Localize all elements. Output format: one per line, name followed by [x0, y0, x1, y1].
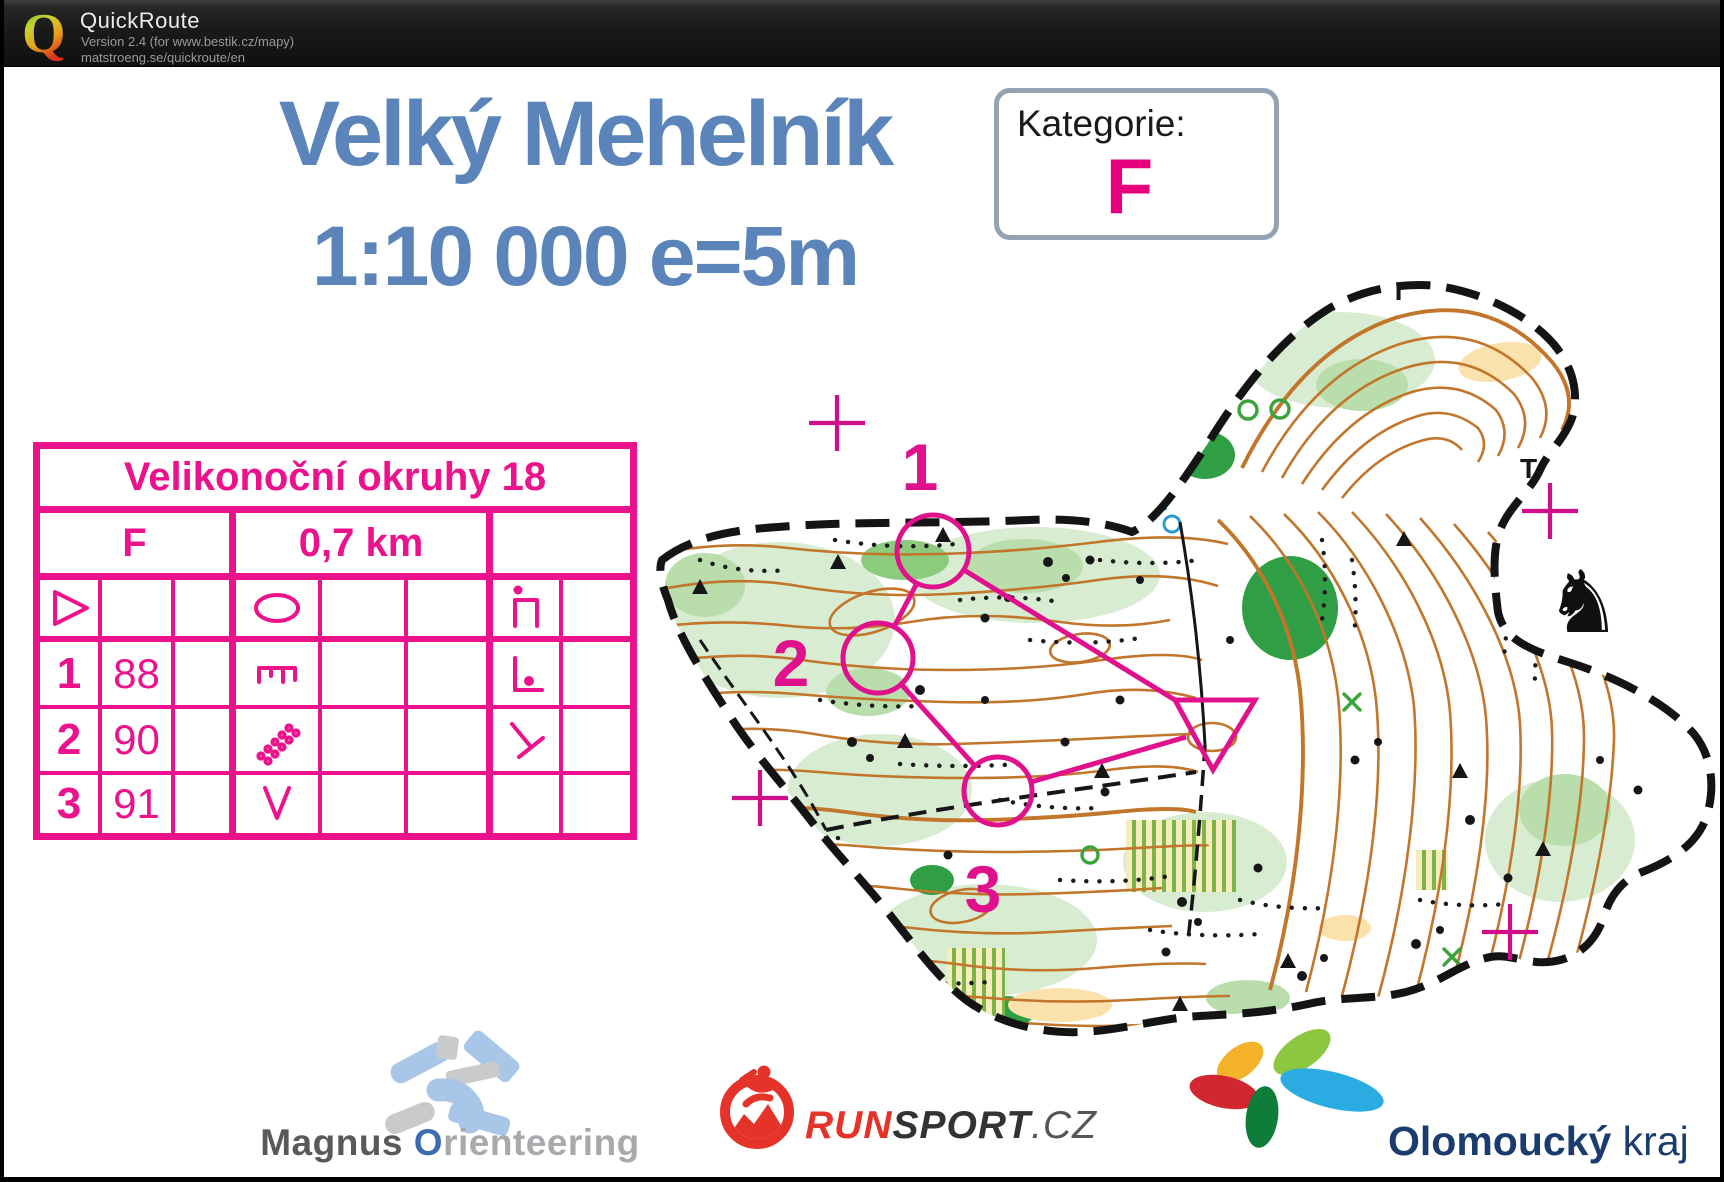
control-circle-3: [961, 754, 1035, 828]
magnus-orienteering-wordmark: Magnus Orienteering: [120, 1122, 780, 1164]
control-number: 1: [40, 642, 102, 705]
control-number-label: 1: [902, 430, 939, 504]
category-value: F: [1105, 142, 1154, 230]
olomoucky-word: Olomoucký: [1388, 1118, 1612, 1164]
course-overlay: 1 2 3: [732, 395, 1578, 960]
control-code: 91: [102, 775, 175, 833]
course-leg: [962, 567, 1177, 703]
control-row: 2 90: [40, 709, 630, 775]
control-description-card: Velikonoční okruhy 18 F 0,7 km 1 88: [33, 442, 637, 840]
svg-text:T: T: [1390, 275, 1407, 306]
control-code: 90: [102, 709, 175, 771]
category-label: Kategorie:: [1017, 103, 1186, 144]
svg-text:T: T: [938, 1003, 955, 1034]
control-circle-2: [840, 620, 916, 696]
title-bar: Q QuickRoute Version 2.4 (for www.bestik…: [0, 0, 1724, 67]
course-length: 0,7 km: [236, 513, 493, 573]
control-code: 88: [102, 642, 175, 705]
runsport-cz: .CZ: [1031, 1104, 1097, 1147]
clearing-ellipse-symbol: [254, 593, 300, 623]
stony-band-symbol: [256, 723, 301, 766]
magnus-word: Magnus: [260, 1122, 414, 1163]
app-title: QuickRoute: [80, 8, 200, 33]
app-version: Version 2.4 (for www.bestik.cz/mapy): [81, 34, 295, 49]
course-leg: [891, 581, 920, 629]
magnus-word-rest: rienteering: [443, 1122, 640, 1163]
map-title: Velký Mehelník: [278, 83, 895, 185]
feed-rack-symbol: [513, 585, 539, 628]
pit-symbol: [263, 786, 291, 820]
start-triangle-symbol: [53, 590, 89, 626]
course-name: F: [40, 513, 236, 573]
registration-cross: [732, 770, 788, 826]
svg-text:Q: Q: [22, 4, 66, 64]
control-number: 2: [40, 709, 102, 771]
control-row: 1 88: [40, 642, 630, 709]
registration-cross: [809, 395, 865, 451]
runsport-wordmark: RUNSPORT.CZ: [805, 1104, 1097, 1148]
runsport-run: RUN: [805, 1104, 893, 1147]
olomoucky-kraj-logo-icon: [1189, 1028, 1384, 1148]
horse-icon: ♞: [1545, 553, 1622, 653]
boulders: [826, 555, 1643, 981]
linear-feature-end-symbol: [510, 722, 545, 759]
start-row: [40, 580, 630, 642]
runsport-sport: SPORT: [892, 1104, 1032, 1147]
control-row: 3 91: [40, 775, 630, 833]
magnus-logo-icon: [385, 1030, 520, 1136]
control-number-label: 2: [773, 626, 810, 700]
control-number-label: 3: [965, 852, 1002, 926]
course-leg: [899, 682, 977, 768]
start-finish-triangle: [1170, 697, 1260, 776]
control-number: 3: [40, 775, 102, 833]
course-leg: [1030, 734, 1187, 785]
event-title: Velikonoční okruhy 18: [123, 455, 547, 499]
registration-cross: [1522, 483, 1578, 539]
map-boundary-road: [656, 280, 1716, 1037]
quickroute-logo-icon: Q: [22, 4, 66, 64]
runsport-logo-icon: [720, 1065, 794, 1149]
map-scale: 1:10 000 e=5m: [311, 209, 860, 303]
kraj-word: kraj: [1611, 1118, 1689, 1164]
app-url: matstroeng.se/quickroute/en: [81, 50, 246, 65]
magnus-accent-letter: O: [413, 1122, 444, 1163]
inside-corner-symbol: [513, 655, 544, 692]
olomoucky-kraj-wordmark: Olomoucký kraj: [1388, 1118, 1689, 1165]
earth-wall-symbol: [257, 665, 297, 684]
control-circle-1: [894, 512, 972, 590]
category-box: Kategorie: F: [994, 88, 1279, 240]
registration-cross: [1482, 904, 1538, 960]
